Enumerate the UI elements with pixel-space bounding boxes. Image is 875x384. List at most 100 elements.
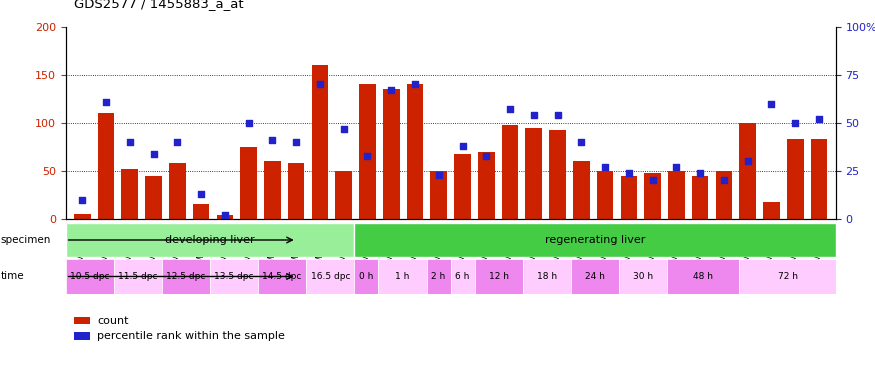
Bar — [644, 173, 661, 219]
Bar — [787, 139, 803, 219]
Bar — [264, 161, 281, 219]
Point — [171, 139, 185, 145]
Bar — [668, 259, 739, 294]
Bar — [114, 259, 162, 294]
Point — [598, 164, 612, 170]
Text: specimen: specimen — [1, 235, 52, 245]
Text: time: time — [1, 271, 24, 281]
Point — [717, 177, 731, 184]
Bar — [739, 123, 756, 219]
Point — [622, 170, 636, 176]
Point — [503, 106, 517, 113]
Bar — [210, 259, 258, 294]
Bar — [162, 259, 210, 294]
Text: 30 h: 30 h — [634, 272, 653, 281]
Bar — [454, 154, 471, 219]
Bar — [306, 259, 354, 294]
Text: 24 h: 24 h — [585, 272, 605, 281]
Bar — [359, 84, 375, 219]
Bar — [430, 171, 447, 219]
Point — [194, 191, 208, 197]
Point — [242, 120, 256, 126]
Bar — [66, 223, 354, 257]
Text: 14.5 dpc: 14.5 dpc — [262, 272, 302, 281]
Point — [218, 212, 232, 218]
Point — [313, 81, 327, 88]
Bar — [668, 171, 685, 219]
Text: developing liver: developing liver — [165, 235, 255, 245]
Bar — [692, 176, 709, 219]
Point — [812, 116, 826, 122]
Bar — [145, 176, 162, 219]
Point — [75, 197, 89, 203]
Point — [456, 143, 470, 149]
Bar — [526, 127, 542, 219]
Text: 10.5 dpc: 10.5 dpc — [70, 272, 109, 281]
Bar — [192, 204, 209, 219]
Point — [384, 87, 398, 93]
Point — [741, 158, 755, 164]
Bar — [335, 171, 352, 219]
Bar — [597, 171, 613, 219]
Point — [289, 139, 303, 145]
Bar — [620, 259, 668, 294]
Bar — [66, 259, 114, 294]
Bar — [74, 214, 91, 219]
Point — [337, 126, 351, 132]
Bar — [501, 125, 518, 219]
Bar — [810, 139, 827, 219]
Point — [408, 81, 422, 88]
Point — [550, 112, 564, 118]
Point — [669, 164, 683, 170]
Bar — [312, 65, 328, 219]
Text: percentile rank within the sample: percentile rank within the sample — [97, 331, 285, 341]
Point — [480, 152, 494, 159]
Text: count: count — [97, 316, 129, 326]
Text: GDS2577 / 1455883_a_at: GDS2577 / 1455883_a_at — [74, 0, 244, 10]
Text: 12 h: 12 h — [489, 272, 508, 281]
Bar — [258, 259, 306, 294]
Bar — [169, 163, 186, 219]
Bar — [288, 163, 304, 219]
Bar — [354, 259, 379, 294]
Point — [574, 139, 588, 145]
Text: 1 h: 1 h — [396, 272, 410, 281]
Bar — [379, 259, 427, 294]
Bar — [427, 259, 451, 294]
Text: 48 h: 48 h — [693, 272, 713, 281]
Text: regenerating liver: regenerating liver — [545, 235, 645, 245]
Bar — [122, 169, 138, 219]
Point — [527, 112, 541, 118]
Bar — [739, 259, 836, 294]
Text: 11.5 dpc: 11.5 dpc — [118, 272, 158, 281]
Point — [431, 172, 445, 178]
Bar — [716, 171, 732, 219]
Bar — [475, 259, 523, 294]
Bar — [620, 176, 637, 219]
Bar — [478, 152, 494, 219]
Bar — [550, 130, 566, 219]
Text: 6 h: 6 h — [456, 272, 470, 281]
Bar — [571, 259, 620, 294]
Bar — [573, 161, 590, 219]
Text: 18 h: 18 h — [537, 272, 557, 281]
Bar — [354, 223, 836, 257]
Bar — [451, 259, 475, 294]
Point — [788, 120, 802, 126]
Text: 12.5 dpc: 12.5 dpc — [166, 272, 206, 281]
Bar — [407, 84, 423, 219]
Point — [693, 170, 707, 176]
Text: 0 h: 0 h — [360, 272, 374, 281]
Bar — [216, 215, 233, 219]
Text: 72 h: 72 h — [778, 272, 797, 281]
Point — [646, 177, 660, 184]
Bar — [98, 113, 115, 219]
Text: 16.5 dpc: 16.5 dpc — [311, 272, 350, 281]
Point — [123, 139, 136, 145]
Point — [765, 101, 779, 107]
Point — [146, 151, 160, 157]
Bar — [763, 202, 780, 219]
Point — [99, 99, 113, 105]
Text: 2 h: 2 h — [431, 272, 445, 281]
Bar — [383, 89, 400, 219]
